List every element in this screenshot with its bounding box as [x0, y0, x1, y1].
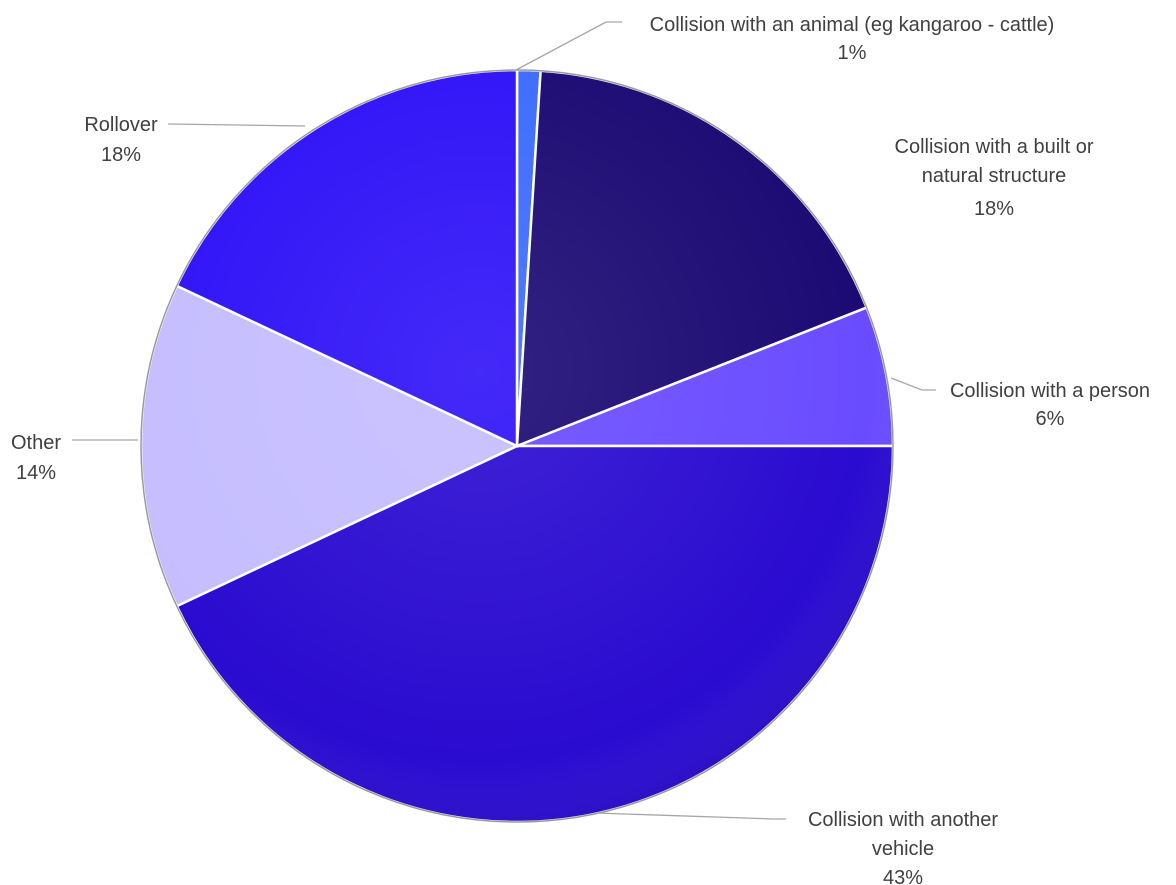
- slice-value-label-6: 18%: [101, 144, 141, 166]
- slice-labels: Collision with an animal (eg kangaroo - …: [11, 14, 1150, 885]
- slice-label-4-line-1: Collision with another: [808, 809, 998, 831]
- leader-lines: [72, 21, 936, 820]
- slice-label-1: Collision with an animal (eg kangaroo - …: [650, 14, 1055, 36]
- slice-value-label-1: 1%: [838, 42, 867, 64]
- leader-line-4: [595, 812, 786, 820]
- slice-label-3: Collision with a person: [950, 380, 1150, 402]
- slice-label-2-line-1: Collision with a built or: [895, 136, 1094, 158]
- slice-label-6: Rollover: [84, 114, 158, 136]
- slice-value-label-5: 14%: [16, 462, 56, 484]
- slice-value-label-3: 6%: [1036, 408, 1065, 430]
- pie-shading: [140, 69, 894, 823]
- leader-line-3: [890, 377, 936, 391]
- leader-line-6: [167, 123, 306, 127]
- slice-value-label-2: 18%: [974, 198, 1014, 220]
- leader-line-1: [515, 21, 622, 71]
- slice-label-2-line-2: natural structure: [922, 165, 1067, 187]
- slice-label-4-line-2: vehicle: [872, 838, 934, 860]
- slice-label-5: Other: [11, 432, 61, 454]
- slice-value-label-4: 43%: [883, 867, 923, 885]
